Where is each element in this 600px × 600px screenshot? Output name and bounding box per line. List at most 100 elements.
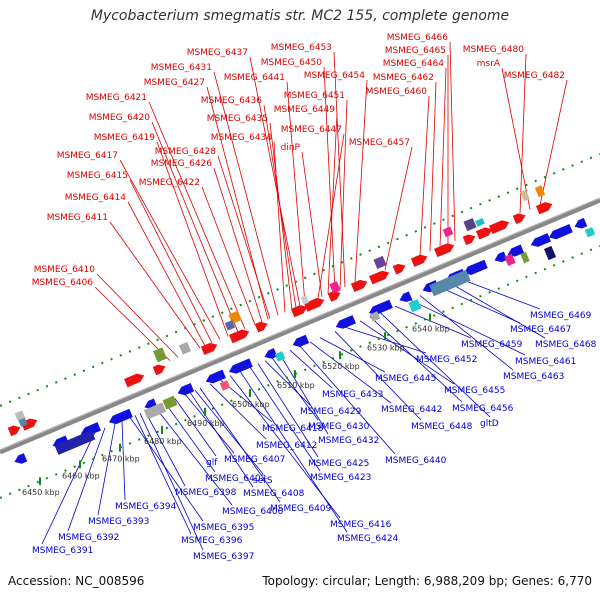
leader-line (156, 141, 229, 337)
gene-label[interactable]: MSMEG_6453 (271, 43, 332, 53)
gene-label[interactable]: MSMEG_6456 (452, 404, 514, 414)
gene-label[interactable]: MSMEG_6422 (139, 178, 200, 188)
forward-gene (543, 245, 557, 261)
gene-label[interactable]: MSMEG_6425 (308, 459, 369, 469)
leader-line (249, 56, 301, 307)
gene-label[interactable]: MSMEG_6451 (284, 91, 345, 101)
gene-label[interactable]: MSMEG_6418 (262, 424, 324, 434)
gene-label[interactable]: MSMEG_6423 (310, 473, 371, 483)
gene-label[interactable]: MSMEG_6397 (193, 552, 254, 562)
gene-label[interactable]: MSMEG_6426 (151, 159, 213, 169)
gene-label[interactable]: MSMEG_6416 (330, 520, 392, 530)
gene-label[interactable]: MSMEG_6419 (94, 133, 156, 143)
gene-label[interactable]: MSMEG_6459 (461, 340, 523, 350)
gene-label[interactable]: MSMEG_6414 (65, 193, 127, 203)
forward-gene (584, 226, 596, 238)
leader-line (97, 423, 116, 516)
gene-label[interactable]: MSMEG_6435 (207, 114, 268, 124)
gene-label[interactable]: MSMEG_6392 (58, 533, 119, 543)
scale-tick-label: 6520 kbp (322, 362, 360, 371)
gene-label[interactable]: MSMEG_6447 (281, 125, 342, 135)
forward-gene (434, 243, 455, 258)
gene-label[interactable]: MSMEG_6432 (318, 436, 379, 446)
gene-label[interactable]: MSMEG_6457 (349, 138, 410, 148)
forward-gene (329, 281, 341, 294)
gene-label[interactable]: MSMEG_6434 (211, 133, 273, 143)
gene-label[interactable]: MSMEG_6429 (300, 407, 362, 417)
gene-label[interactable]: MSMEG_6482 (504, 71, 565, 81)
gene-label[interactable]: MSMEG_6424 (337, 534, 399, 544)
gene-label[interactable]: MSMEG_6421 (86, 93, 147, 103)
scale-tick-label: 6460 kbp (62, 471, 100, 480)
gene-label[interactable]: MSMEG_6455 (444, 386, 505, 396)
leader-line (134, 415, 192, 535)
leader-line (144, 410, 186, 487)
gene-label[interactable]: MSMEG_6402 (205, 474, 266, 484)
gene-label[interactable]: MSMEG_6408 (243, 489, 305, 499)
forward-gene (7, 425, 21, 437)
gene-label[interactable]: MSMEG_6469 (530, 311, 592, 321)
gene-label[interactable]: MSMEG_6394 (115, 502, 177, 512)
label-leader-lines (41, 41, 568, 551)
gene-label[interactable]: MSMEG_6449 (274, 105, 336, 115)
leader-line (519, 53, 527, 214)
gene-label[interactable]: MSMEG_6436 (201, 96, 263, 106)
gene-label[interactable]: MSMEG_6398 (175, 488, 237, 498)
gene-label[interactable]: MSMEG_6393 (88, 517, 149, 527)
gene-label[interactable]: MSMEG_6441 (224, 73, 285, 83)
gene-label[interactable]: MSMEG_6454 (304, 71, 366, 81)
gene-label[interactable]: MSMEG_6431 (151, 63, 212, 73)
gene-label[interactable]: MSMEG_6452 (416, 355, 477, 365)
leader-line (333, 51, 346, 288)
gene-label[interactable]: MSMEG_6460 (366, 87, 428, 97)
gene-label[interactable]: MSMEG_6412 (256, 441, 317, 451)
gene-label[interactable]: MSMEG_6437 (187, 48, 248, 58)
gene-label[interactable]: MSMEG_6427 (144, 78, 205, 88)
gene-label[interactable]: msrA (477, 59, 501, 69)
leader-line (41, 431, 96, 545)
gene-label[interactable]: MSMEG_6433 (322, 390, 383, 400)
gene-label[interactable]: MSMEG_6420 (89, 113, 151, 123)
gene-label[interactable]: MSMEG_6410 (34, 265, 96, 275)
gene-label[interactable]: MSMEG_6468 (535, 340, 597, 350)
gene-label[interactable]: MSMEG_6391 (32, 546, 93, 556)
gene-label[interactable]: MSMEG_6428 (155, 147, 217, 157)
gene-label[interactable]: MSMEG_6467 (510, 325, 571, 335)
gene-label[interactable]: MSMEG_6448 (411, 422, 473, 432)
gene-label[interactable]: MSMEG_6411 (47, 213, 108, 223)
gene-label[interactable]: MSMEG_6400 (222, 507, 284, 517)
gene-label[interactable]: MSMEG_6407 (224, 455, 285, 465)
gene-label[interactable]: MSMEG_6445 (375, 374, 436, 384)
gene-label[interactable]: serS (253, 476, 273, 486)
gene-label[interactable]: MSMEG_6461 (515, 357, 576, 367)
leader-line (154, 406, 233, 506)
forward-gene (18, 417, 28, 427)
gene-label[interactable]: MSMEG_6415 (67, 171, 128, 181)
gene-label[interactable]: MSMEG_6396 (181, 536, 243, 546)
gene-label[interactable]: MSMEG_6466 (387, 33, 449, 43)
gene-label[interactable]: MSMEG_6450 (261, 58, 323, 68)
gene-label[interactable]: MSMEG_6395 (193, 523, 254, 533)
gene-label[interactable]: MSMEG_6442 (381, 405, 442, 415)
gene-label[interactable]: glf (206, 458, 218, 468)
gene-label[interactable]: MSMEG_6430 (308, 422, 370, 432)
reverse-gene (264, 348, 278, 359)
gene-label[interactable]: MSMEG_6465 (385, 46, 446, 56)
gene-label[interactable]: MSMEG_6463 (503, 372, 564, 382)
gene-label[interactable]: MSMEG_6440 (385, 456, 447, 466)
leader-line (129, 417, 204, 522)
gene-label[interactable]: MSMEG_6480 (463, 45, 525, 55)
gene-label[interactable]: MSMEG_6409 (270, 504, 332, 514)
leader-line (264, 360, 311, 406)
forward-gene (463, 218, 477, 232)
gene-label[interactable]: MSMEG_6464 (383, 59, 445, 69)
gene-label[interactable]: MSMEG_6406 (32, 278, 94, 288)
gene-label[interactable]: MSMEG_6462 (373, 73, 434, 83)
gene-label[interactable]: dinP (281, 143, 301, 153)
reverse-gene (507, 244, 525, 257)
forward-gene (124, 373, 145, 388)
gene-label[interactable]: gltD (480, 419, 499, 429)
forward-gene (200, 342, 218, 356)
gene-label[interactable]: MSMEG_6417 (57, 151, 118, 161)
